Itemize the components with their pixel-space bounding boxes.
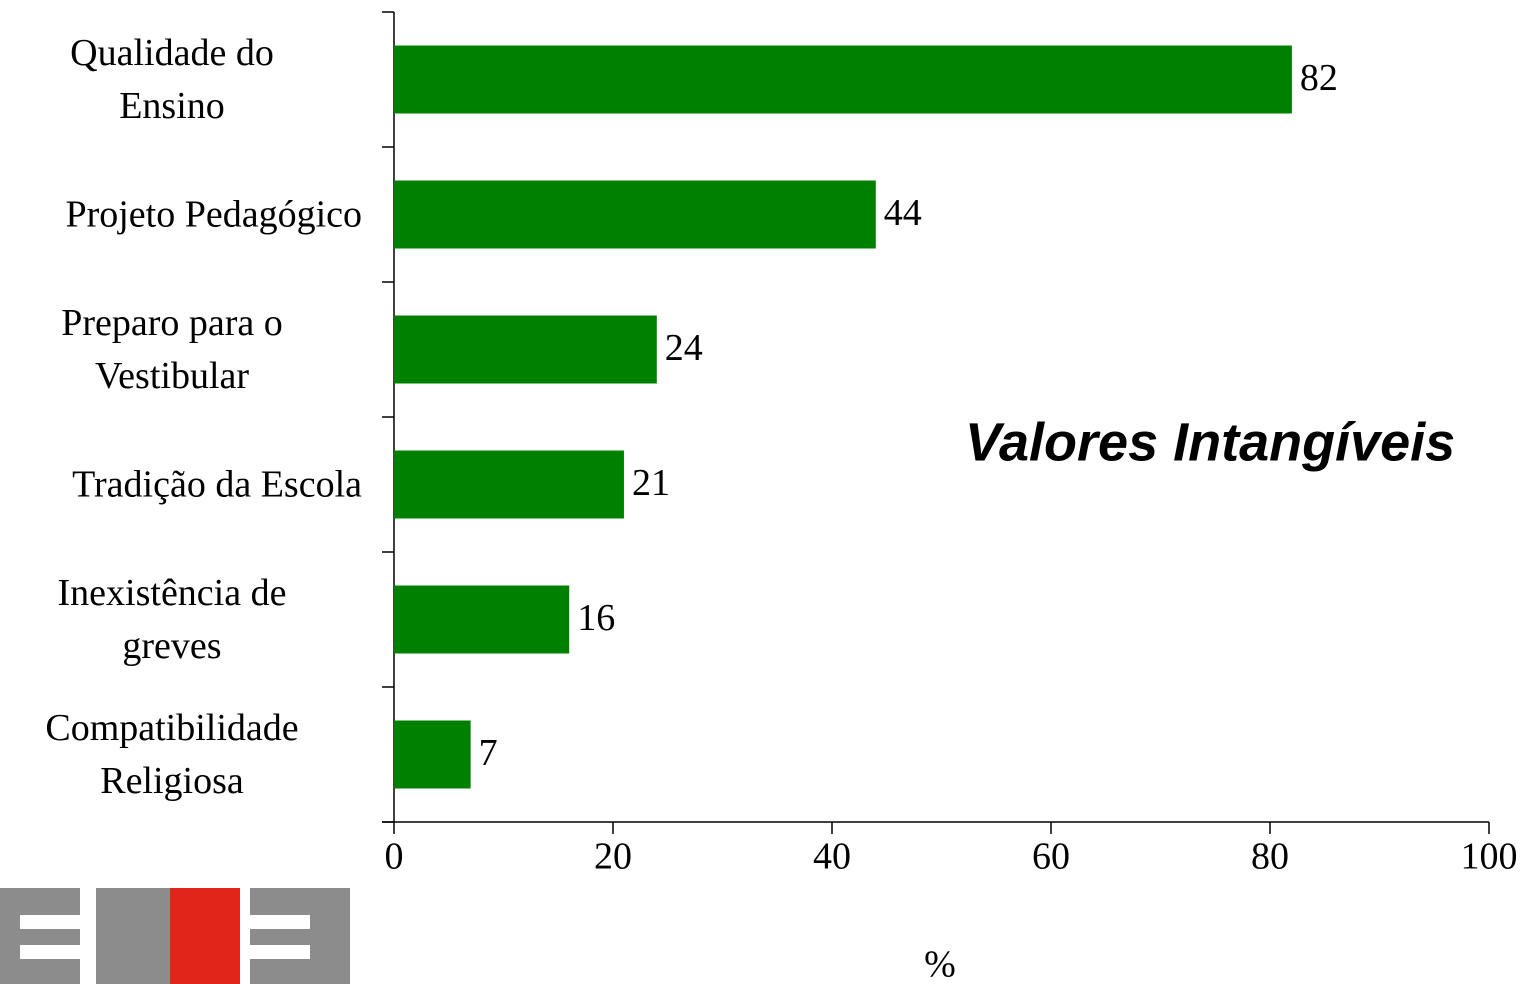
annotation: Valores Intangíveis	[965, 412, 1455, 472]
logo	[0, 888, 350, 984]
x-tick-label: 80	[1251, 836, 1289, 878]
x-tick-label: 0	[385, 836, 404, 878]
x-tick-label: 100	[1461, 836, 1518, 878]
bar	[394, 45, 1292, 114]
y-tick-label: Preparo para o Vestibular	[61, 301, 283, 397]
bar	[394, 315, 657, 384]
value-label: 21	[632, 462, 670, 504]
bar	[394, 180, 876, 249]
value-label: 82	[1300, 57, 1338, 99]
x-tick-label: 40	[813, 836, 851, 878]
bar	[394, 720, 471, 789]
y-tick-label: Qualidade do Ensino	[70, 31, 274, 127]
y-tick-label: Projeto Pedagógico	[65, 193, 362, 235]
y-tick-label: Tradição da Escola	[72, 463, 362, 505]
x-tick-label: 20	[594, 836, 632, 878]
value-label: 44	[884, 192, 922, 234]
x-tick-label: 60	[1032, 836, 1070, 878]
bar	[394, 585, 570, 654]
value-label: 7	[479, 732, 498, 774]
y-tick-label: Compatibilidade Religiosa	[45, 706, 299, 802]
value-label: 24	[665, 327, 703, 369]
x-axis-label: %	[924, 944, 956, 984]
value-label: 16	[577, 597, 615, 639]
y-tick-label: Inexistência de greves	[57, 571, 287, 667]
bar	[394, 450, 624, 519]
